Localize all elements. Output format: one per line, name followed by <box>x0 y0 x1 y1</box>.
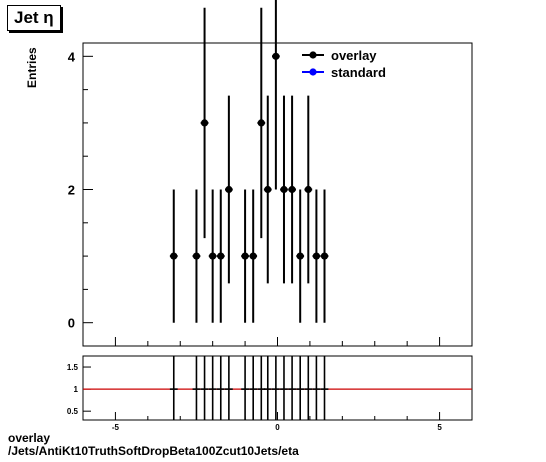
marker <box>225 185 233 194</box>
ratio-frame <box>82 355 473 421</box>
histogram-title: Jet η <box>7 5 61 31</box>
marker <box>296 252 304 260</box>
data-point <box>208 189 217 323</box>
footer-path: /Jets/AntiKt10TruthSoftDropBeta100Zcut10… <box>8 444 299 458</box>
marker <box>320 252 329 260</box>
y-tick-label: 2 <box>68 183 75 198</box>
marker <box>241 252 249 260</box>
legend-label-overlay: overlay <box>331 48 377 63</box>
marker <box>209 252 217 260</box>
data-point <box>263 95 272 284</box>
data-point <box>320 189 329 323</box>
legend-label-standard: standard <box>331 65 386 80</box>
marker <box>272 52 280 60</box>
legend: overlay standard <box>302 48 386 80</box>
footer-label: overlay <box>8 431 51 445</box>
main-frame <box>82 42 473 347</box>
data-point <box>304 95 313 284</box>
data-point <box>280 95 288 284</box>
marker <box>192 252 201 260</box>
data-point <box>192 189 201 323</box>
marker <box>200 119 209 127</box>
ratio-panel: 0.5 1 1.5 -5 0 5 <box>67 355 473 432</box>
marker <box>280 185 288 194</box>
y-tick-label: 0 <box>68 316 75 331</box>
legend-marker <box>309 68 317 76</box>
data-point <box>200 7 209 239</box>
data-point <box>224 95 233 284</box>
marker <box>217 252 225 260</box>
marker <box>304 185 312 194</box>
marker <box>264 185 272 194</box>
data-point <box>216 189 225 323</box>
data-point <box>169 189 178 323</box>
x-tick-label: 5 <box>437 423 442 432</box>
y-axis-label: Entries <box>25 47 39 88</box>
x-tick-label: -5 <box>112 423 120 432</box>
main-panel: 0 2 4 <box>68 0 473 347</box>
marker <box>288 185 296 194</box>
marker <box>257 119 265 127</box>
data-point <box>241 189 249 323</box>
footer: overlay /Jets/AntiKt10TruthSoftDropBeta1… <box>8 432 299 458</box>
data-point <box>249 189 258 323</box>
x-tick-label: 0 <box>275 423 280 432</box>
ratio-y-tick-label: 1 <box>74 385 79 394</box>
data-point <box>312 189 321 323</box>
marker <box>170 252 178 260</box>
marker <box>312 252 320 260</box>
ratio-y-tick-label: 0.5 <box>67 407 79 416</box>
data-point <box>257 7 266 239</box>
y-tick-label: 4 <box>68 49 76 64</box>
data-point <box>288 95 296 284</box>
legend-marker <box>309 51 317 59</box>
ratio-y-tick-label: 1.5 <box>67 363 79 372</box>
data-point <box>296 189 305 323</box>
data-point <box>271 0 280 190</box>
marker <box>249 252 257 260</box>
